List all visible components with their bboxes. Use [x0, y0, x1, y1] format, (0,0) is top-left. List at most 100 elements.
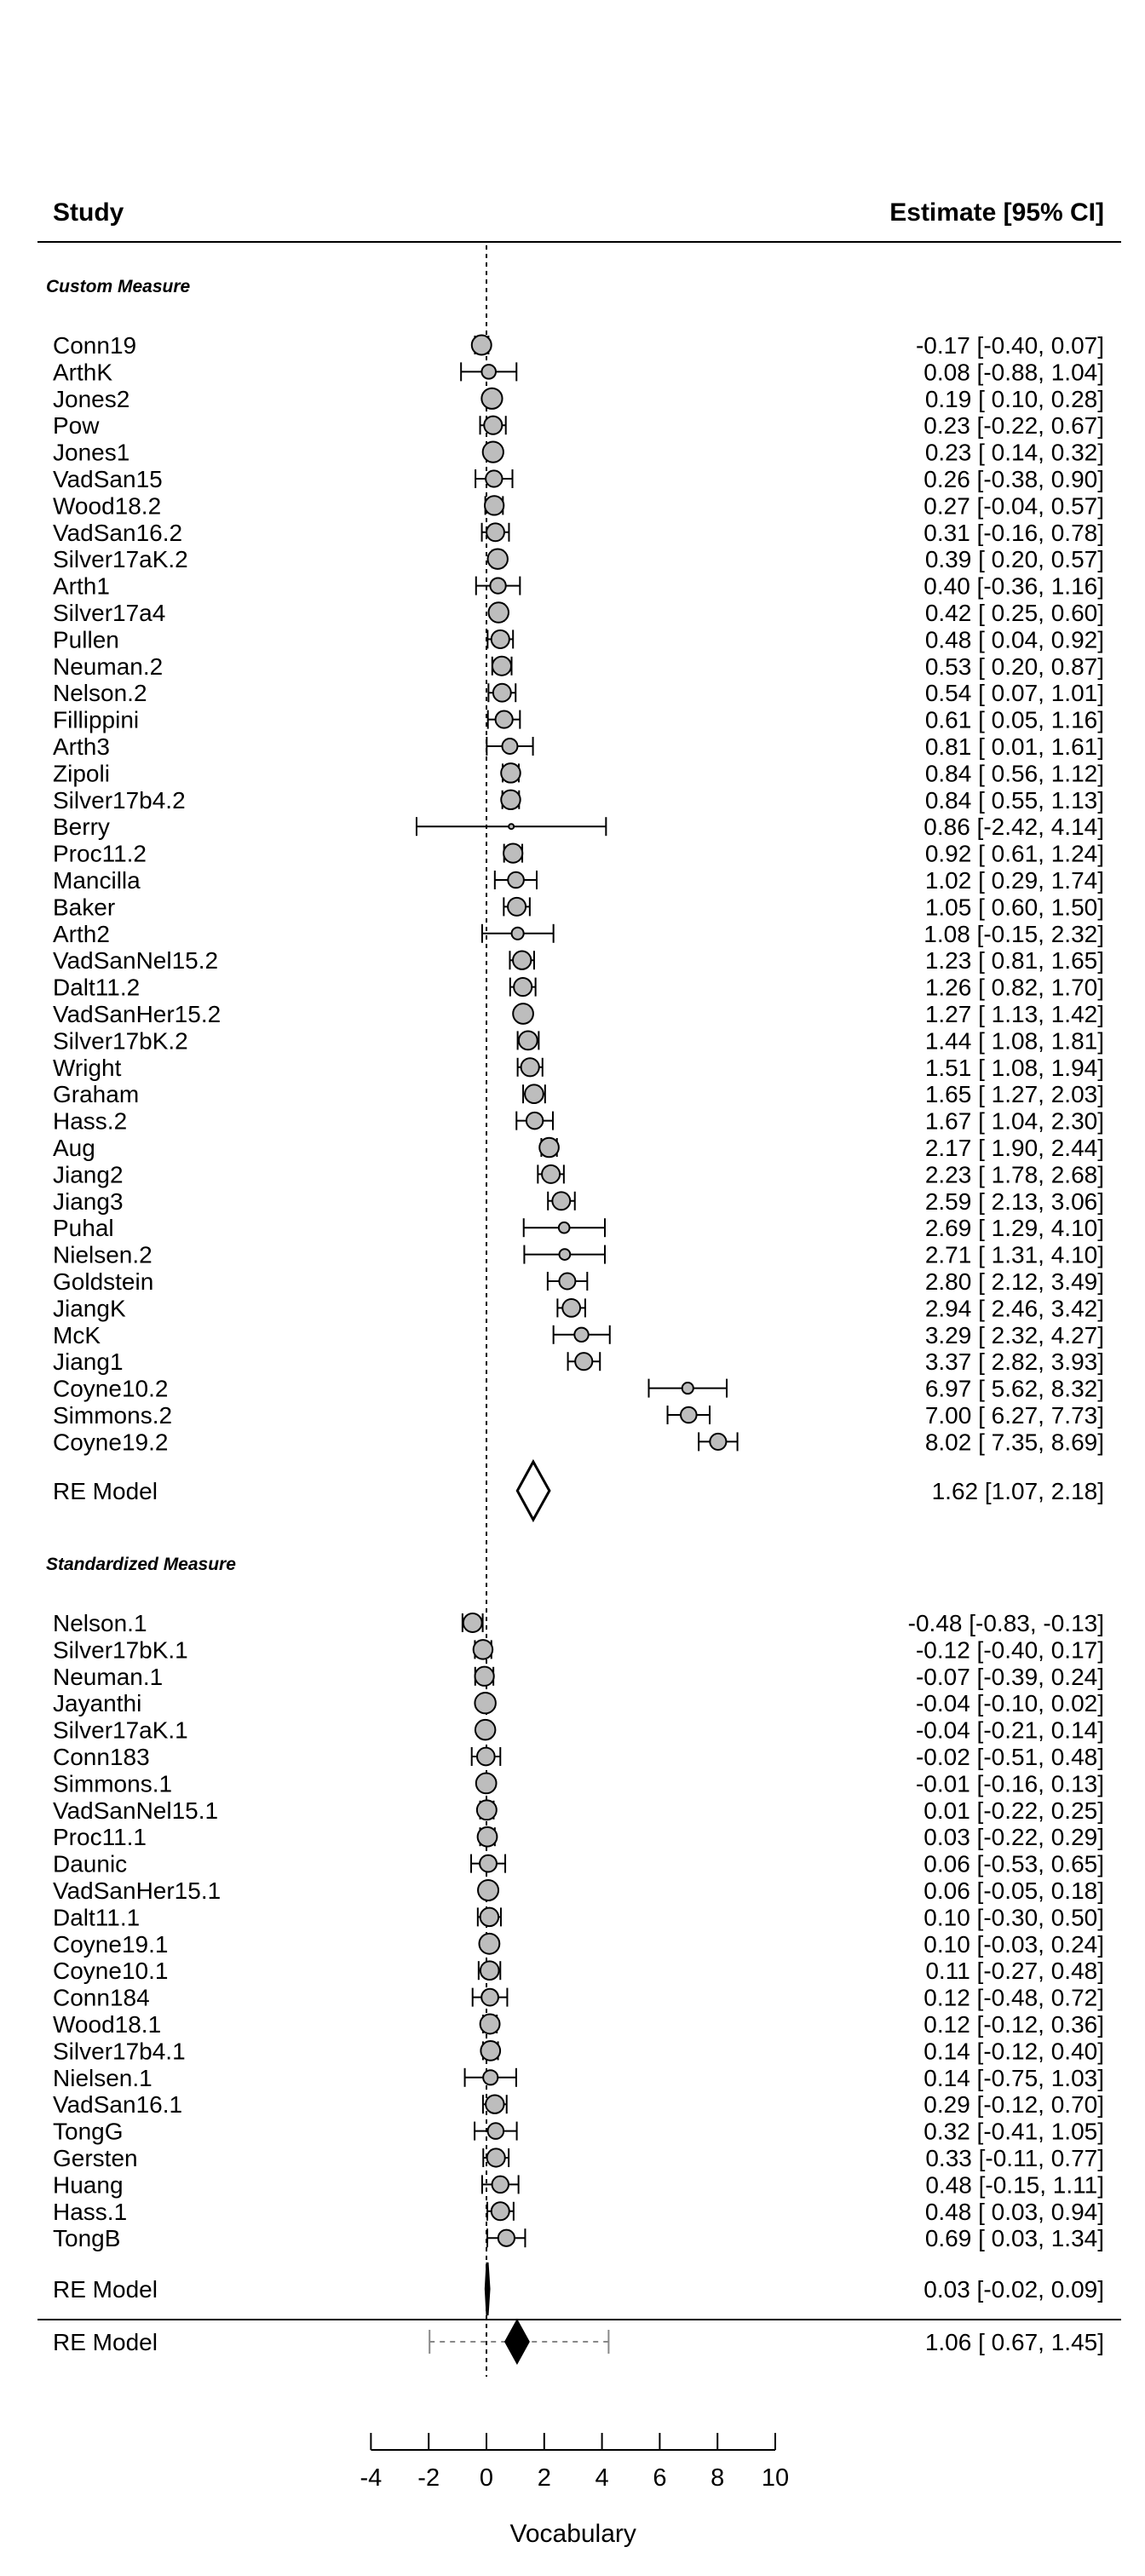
study-label: Hass.2: [53, 1108, 127, 1135]
study-label: Silver17aK.1: [53, 1717, 188, 1744]
study-row: Coyne10.2 6.97 [ 5.62, 8.32]: [53, 1376, 1104, 1402]
study-row: Conn183 -0.02 [-0.51, 0.48]: [53, 1744, 1104, 1770]
point-estimate: [508, 823, 515, 831]
point-estimate: [474, 1718, 497, 1741]
study-estimate-text: 0.48 [ 0.04, 0.92]: [925, 626, 1104, 653]
study-estimate-text: -0.12 [-0.40, 0.17]: [916, 1636, 1104, 1663]
study-row: Nelson.2 0.54 [ 0.07, 1.01]: [53, 680, 1104, 706]
study-label: Nielsen.1: [53, 2065, 152, 2091]
study-row: Nielsen.1 0.14 [-0.75, 1.03]: [53, 2065, 1104, 2091]
study-label: Silver17a4: [53, 600, 165, 626]
study-row: Coyne10.1 0.11 [-0.27, 0.48]: [53, 1958, 1104, 1984]
study-row: Gersten 0.33 [-0.11, 0.77]: [53, 2145, 1104, 2171]
study-label: Jiang1: [53, 1348, 124, 1375]
study-estimate-text: -0.48 [-0.83, -0.13]: [908, 1610, 1104, 1636]
point-estimate: [472, 1639, 494, 1660]
x-tick-label: 6: [653, 2464, 666, 2492]
study-row: Simmons.1 -0.01 [-0.16, 0.13]: [53, 1770, 1104, 1797]
study-label: Simmons.1: [53, 1770, 172, 1797]
point-estimate: [481, 440, 504, 463]
study-label: Silver17aK.2: [53, 546, 188, 572]
study-estimate-text: 2.59 [ 2.13, 3.06]: [925, 1188, 1104, 1215]
study-label: Goldstein: [53, 1268, 153, 1295]
study-estimate-text: 1.51 [ 1.08, 1.94]: [925, 1055, 1104, 1081]
study-estimate-text: 2.69 [ 1.29, 4.10]: [925, 1215, 1104, 1241]
point-estimate: [561, 1298, 582, 1318]
study-row: Proc11.1 0.03 [-0.22, 0.29]: [53, 1824, 1104, 1850]
study-label: Wood18.1: [53, 2011, 161, 2038]
study-estimate-text: 0.29 [-0.12, 0.70]: [923, 2091, 1104, 2118]
study-estimate-text: -0.04 [-0.21, 0.14]: [916, 1717, 1104, 1744]
x-axis-label: Vocabulary: [509, 2520, 636, 2548]
study-row: Silver17a4 0.42 [ 0.25, 0.60]: [53, 600, 1104, 626]
study-label: Gersten: [53, 2145, 138, 2171]
study-row: VadSan16.2 0.31 [-0.16, 0.78]: [53, 520, 1104, 546]
study-row: Zipoli 0.84 [ 0.56, 1.12]: [53, 760, 1104, 786]
summary-estimate-text: 1.62 [1.07, 2.18]: [932, 1478, 1104, 1504]
point-estimate: [486, 548, 509, 570]
x-tick-label: -4: [360, 2464, 383, 2492]
point-estimate: [476, 1826, 498, 1848]
point-estimate: [477, 1879, 500, 1901]
study-label: Graham: [53, 1081, 139, 1107]
point-estimate: [476, 1746, 496, 1767]
point-estimate: [573, 1326, 590, 1343]
study-estimate-text: 0.12 [-0.48, 0.72]: [923, 1985, 1104, 2011]
point-estimate: [510, 926, 525, 940]
summary-estimate-text: 1.06 [ 0.67, 1.45]: [925, 2329, 1104, 2355]
study-estimate-text: -0.17 [-0.40, 0.07]: [916, 332, 1104, 359]
study-estimate-text: 3.29 [ 2.32, 4.27]: [925, 1322, 1104, 1348]
study-label: Silver17bK.1: [53, 1636, 188, 1663]
point-estimate: [490, 629, 510, 649]
study-estimate-text: 0.27 [-0.04, 0.57]: [923, 492, 1104, 519]
study-label: Silver17b4.2: [53, 787, 186, 814]
point-estimate: [474, 1691, 497, 1715]
study-estimate-text: 0.11 [-0.27, 0.48]: [925, 1958, 1104, 1984]
study-row: Neuman.1 -0.07 [-0.39, 0.24]: [53, 1664, 1104, 1690]
point-estimate: [491, 2175, 509, 2194]
study-estimate-text: 1.02 [ 0.29, 1.74]: [925, 867, 1104, 894]
study-label: VadSanHer15.2: [53, 1001, 221, 1027]
study-row: Silver17aK.2 0.39 [ 0.20, 0.57]: [53, 546, 1104, 572]
study-label: VadSanHer15.1: [53, 1877, 221, 1904]
point-estimate: [709, 1432, 728, 1451]
study-label: Pow: [53, 412, 100, 439]
study-row: Aug 2.17 [ 1.90, 2.44]: [53, 1135, 1104, 1161]
study-label: VadSan16.1: [53, 2091, 182, 2118]
study-estimate-text: 0.10 [-0.30, 0.50]: [923, 1904, 1104, 1930]
summary-estimate-text: 0.03 [-0.02, 0.09]: [923, 2276, 1104, 2303]
study-estimate-text: 1.05 [ 0.60, 1.50]: [925, 894, 1104, 920]
study-column-header: Study: [53, 198, 124, 227]
summary-label: RE Model: [53, 2276, 158, 2303]
study-label: Arth2: [53, 921, 110, 947]
study-row: Mancilla 1.02 [ 0.29, 1.74]: [53, 867, 1104, 894]
study-label: Mancilla: [53, 867, 141, 894]
study-row: VadSan16.1 0.29 [-0.12, 0.70]: [53, 2091, 1104, 2118]
study-estimate-text: 0.14 [-0.75, 1.03]: [923, 2065, 1104, 2091]
study-estimate-text: 0.06 [-0.05, 0.18]: [923, 1877, 1104, 1904]
study-label: Jones2: [53, 386, 129, 412]
study-row: Jiang3 2.59 [ 2.13, 3.06]: [53, 1188, 1104, 1215]
study-row: Pullen 0.48 [ 0.04, 0.92]: [53, 626, 1104, 653]
study-row: Berry 0.86 [-2.42, 4.14]: [53, 814, 1104, 840]
study-label: Daunic: [53, 1851, 127, 1877]
study-label: Wood18.2: [53, 492, 161, 519]
point-estimate: [500, 762, 521, 784]
study-label: Arth1: [53, 573, 110, 600]
point-estimate: [525, 1111, 544, 1130]
study-label: Puhal: [53, 1215, 114, 1241]
table-rules: [37, 241, 1121, 2320]
study-row: Coyne19.2 8.02 [ 7.35, 8.69]: [53, 1429, 1104, 1455]
study-label: Baker: [53, 894, 115, 920]
summary-diamond: [484, 2262, 491, 2316]
point-estimate: [512, 1003, 534, 1025]
point-estimate: [520, 1057, 540, 1078]
study-row: TongB 0.69 [ 0.03, 1.34]: [53, 2225, 1104, 2251]
study-estimate-text: 0.86 [-2.42, 4.14]: [923, 814, 1104, 840]
study-label: Zipoli: [53, 760, 110, 786]
x-axis-ticks: -4 -2 0 2 4 6 8 10: [360, 2433, 789, 2492]
study-label: Coyne19.1: [53, 1931, 168, 1958]
study-estimate-text: 0.53 [ 0.20, 0.87]: [925, 653, 1104, 680]
point-estimate: [462, 1613, 483, 1633]
study-row: Silver17aK.1 -0.04 [-0.21, 0.14]: [53, 1717, 1104, 1744]
